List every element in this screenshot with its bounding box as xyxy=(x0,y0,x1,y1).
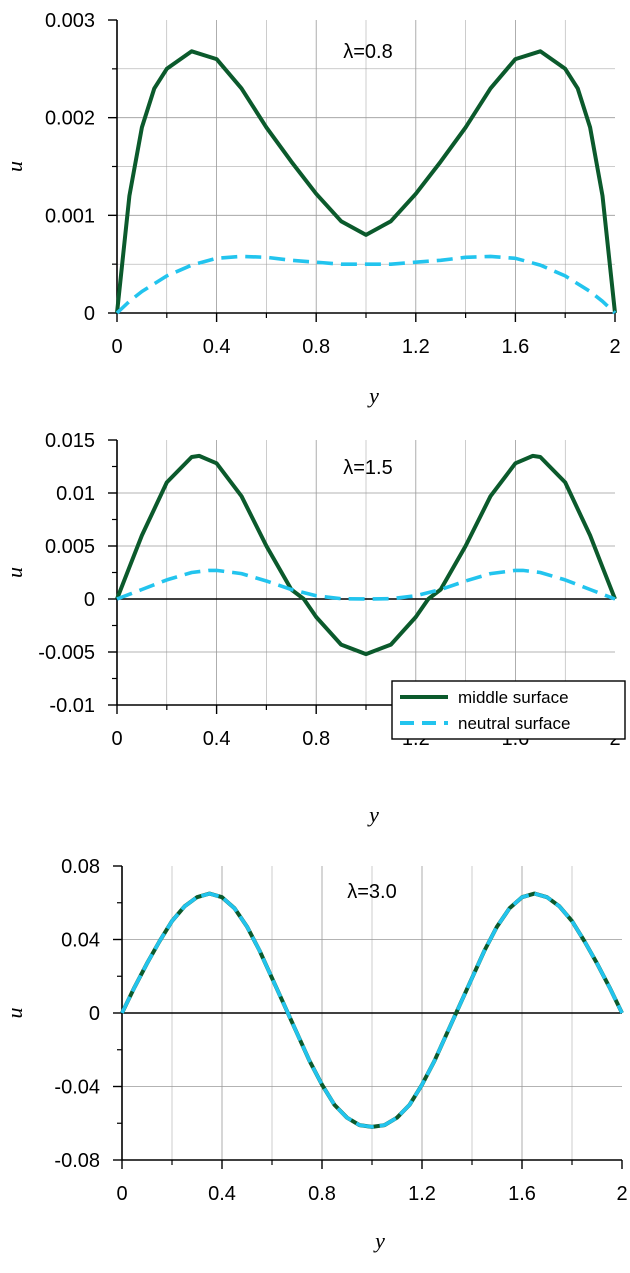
legend-label-neutral: neutral surface xyxy=(458,714,570,733)
x-tick-label: 0.4 xyxy=(203,336,231,358)
x-tick-label: 0 xyxy=(116,1183,127,1205)
x-tick-label: 1.6 xyxy=(501,336,529,358)
series-line-middle-1 xyxy=(115,49,617,314)
x-tick-label: 0 xyxy=(111,336,122,358)
y-tick-label: -0.005 xyxy=(38,642,95,664)
x-tick-label: 1.6 xyxy=(508,1183,536,1205)
y-tick-label: 0.001 xyxy=(45,205,95,227)
chart-panel-1: 0 0.4 0.8 1.2 1.6 2 0 0.001 0.002 0.003 y u λ=0.8 xyxy=(2,10,621,408)
y-tick-label: 0.002 xyxy=(45,108,95,130)
y-tick-label: 0.08 xyxy=(61,856,100,878)
legend: middle surface neutral surface xyxy=(391,680,626,740)
chart-panel-3: 0 0.4 0.8 1.2 1.6 2 -0.08 -0.04 0 0.04 0.08 y u λ=3.0 xyxy=(2,856,628,1253)
grid xyxy=(117,20,615,313)
y-tick-label: 0 xyxy=(84,303,95,325)
x-tick-label: 0.8 xyxy=(302,336,330,358)
lambda-annotation: λ=1.5 xyxy=(343,457,392,479)
x-tick-label: 0.4 xyxy=(203,728,231,750)
x-tick-label: 0 xyxy=(111,728,122,750)
y-tick-label: -0.04 xyxy=(54,1077,100,1099)
x-axis-label: y xyxy=(373,1228,385,1253)
x-tick-label: 0.4 xyxy=(208,1183,236,1205)
series-line-neutral-2 xyxy=(116,568,616,601)
y-axis-label: u xyxy=(2,161,27,172)
y-tick-label: 0.015 xyxy=(45,430,95,452)
x-axis-label: y xyxy=(367,802,379,827)
y-axis-label: u xyxy=(2,1008,27,1019)
y-tick-label: 0.01 xyxy=(56,483,95,505)
series-line-neutral-3 xyxy=(120,891,624,1129)
y-tick-label: 0.005 xyxy=(45,536,95,558)
y-tick-label: 0 xyxy=(89,1003,100,1025)
y-tick-label: 0.04 xyxy=(61,930,100,952)
legend-box xyxy=(391,680,626,740)
lambda-annotation: λ=0.8 xyxy=(343,41,392,63)
x-tick-label: 0.8 xyxy=(302,728,330,750)
x-axis-label: y xyxy=(367,383,379,408)
x-tick-label: 1.2 xyxy=(408,1183,436,1205)
y-tick-label: 0 xyxy=(84,589,95,611)
y-tick-label: 0.003 xyxy=(45,10,95,32)
y-tick-label: -0.01 xyxy=(49,695,95,717)
x-tick-label: 2 xyxy=(616,1183,627,1205)
lambda-annotation: λ=3.0 xyxy=(347,881,396,903)
legend-label-middle: middle surface xyxy=(458,688,569,707)
series-line-neutral-1 xyxy=(115,254,617,315)
y-tick-label: -0.08 xyxy=(54,1150,100,1172)
x-tick-label: 0.8 xyxy=(308,1183,336,1205)
x-tick-label: 1.2 xyxy=(402,336,430,358)
y-axis-label: u xyxy=(2,567,27,578)
x-tick-label: 2 xyxy=(609,336,620,358)
chart-panel-2: 00.40.81.21.62-0.01-0.00500.0050.010.015… xyxy=(2,430,626,827)
series-line-middle-2 xyxy=(115,453,617,657)
